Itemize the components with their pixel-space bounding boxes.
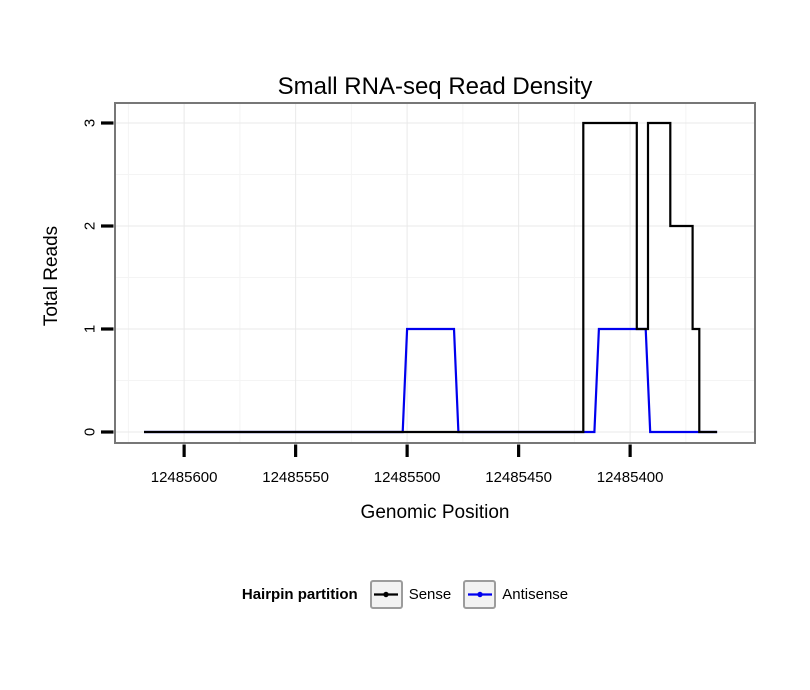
- minor-gridlines: [115, 103, 755, 443]
- legend-key-antisense: [463, 580, 497, 609]
- x-tick-label: 12485500: [374, 469, 441, 486]
- panel-border: [114, 102, 756, 444]
- axis-tick-marks: [101, 121, 632, 457]
- y-tick-label: 2: [82, 222, 99, 230]
- sense-line-dot-icon: [374, 591, 399, 598]
- axis-tick-labels: 12485600 12485550 12485500 12485450 12485400…: [82, 119, 664, 486]
- legend-title: Hairpin partition: [241, 586, 358, 603]
- series-lines: [144, 121, 718, 434]
- legend-label-sense: Sense: [408, 586, 452, 603]
- x-tick-label: 12485600: [151, 469, 218, 486]
- antisense-line-dot-icon: [467, 591, 492, 598]
- chart-title: Small RNA-seq Read Density: [278, 73, 593, 100]
- y-axis-label: Total Reads: [41, 226, 62, 326]
- legend-entry-antisense: Antisense: [463, 580, 568, 609]
- y-tick-label: 1: [82, 325, 99, 333]
- legend-key-sense: [369, 580, 403, 609]
- major-gridlines: [115, 103, 755, 443]
- legend-entry-sense: Sense: [369, 580, 452, 609]
- legend: Hairpin partition Sense Antisense: [0, 580, 810, 609]
- x-tick-label: 12485450: [485, 469, 552, 486]
- series-sense-line: [144, 121, 718, 434]
- y-tick-label: 0: [82, 428, 99, 436]
- x-tick-label: 12485550: [262, 469, 329, 486]
- y-tick-label: 3: [82, 119, 99, 127]
- x-axis-label: Genomic Position: [361, 502, 510, 523]
- x-tick-label: 12485400: [597, 469, 664, 486]
- legend-label-antisense: Antisense: [502, 586, 569, 603]
